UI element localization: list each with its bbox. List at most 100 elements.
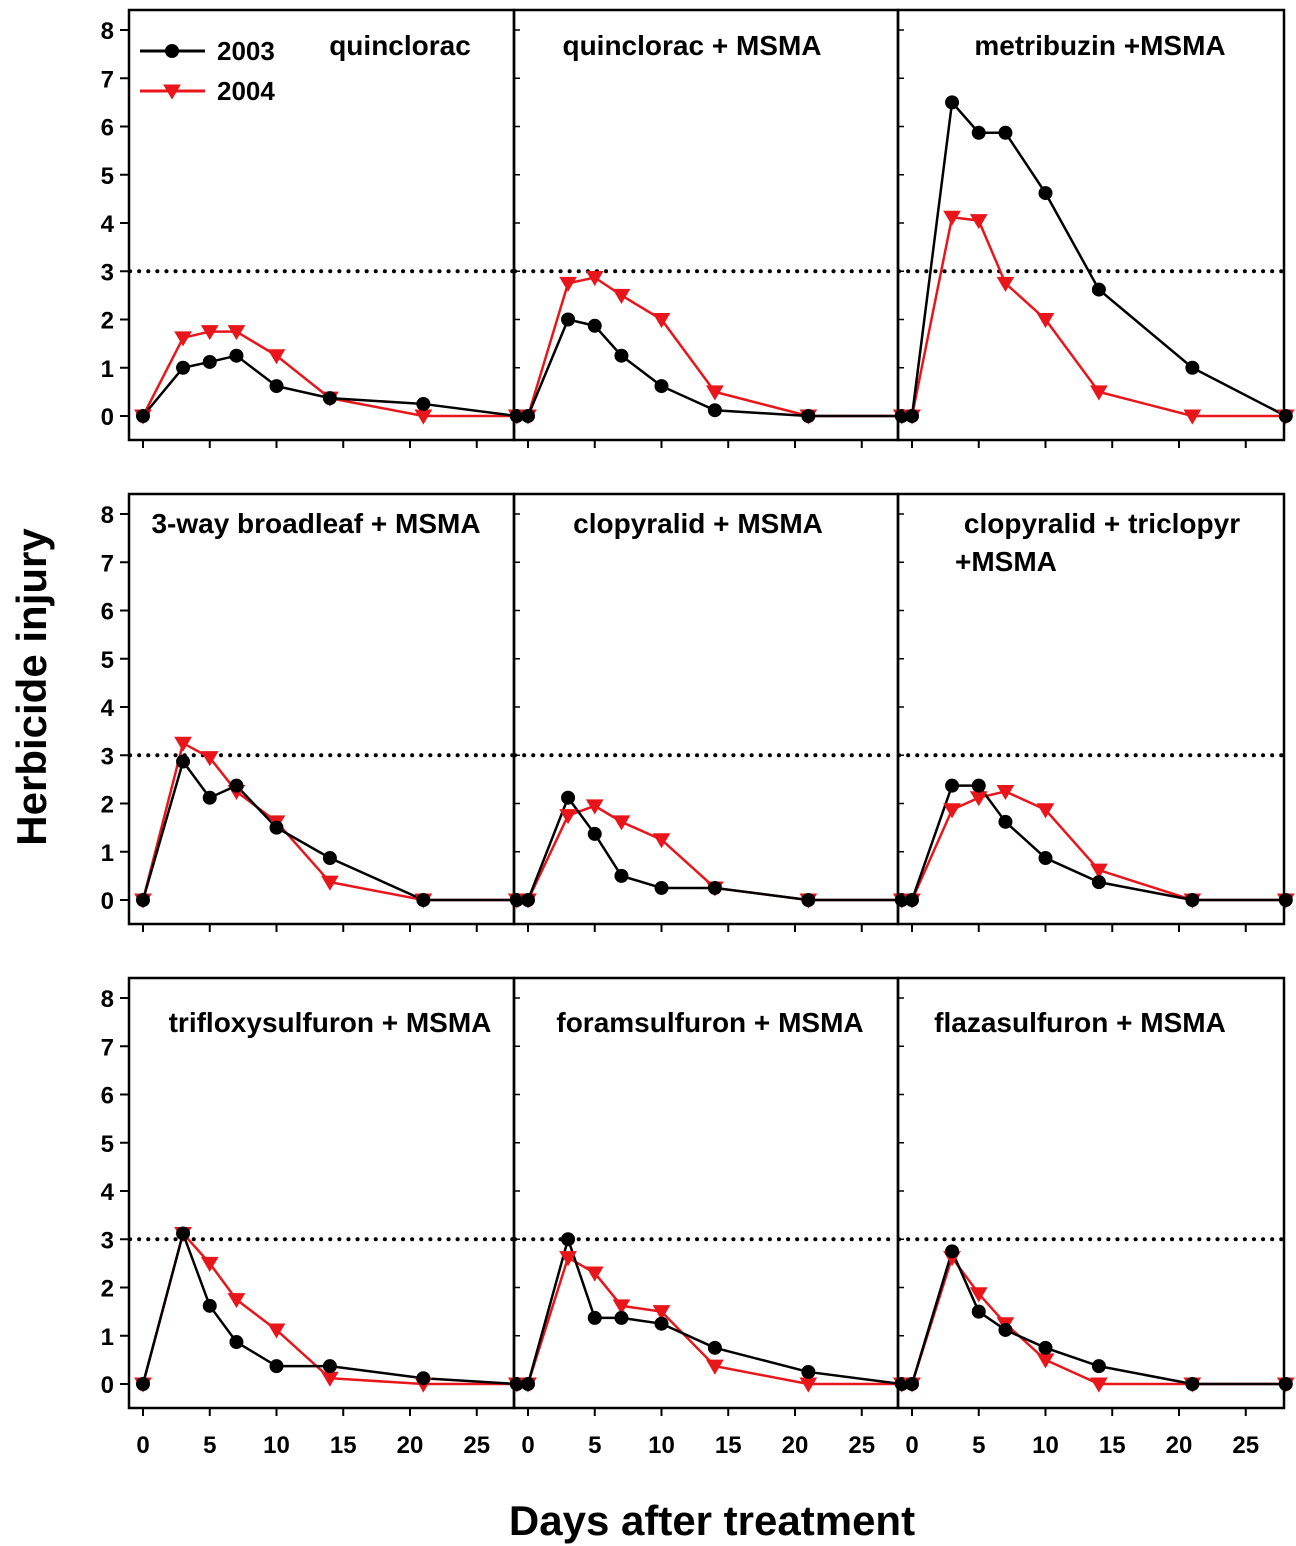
y-tick-label: 6: [101, 599, 114, 626]
data-point: [269, 1359, 284, 1374]
data-point: [1038, 1340, 1053, 1355]
panel-title: clopyralid + MSMA: [573, 508, 823, 539]
markers-2004: [134, 736, 526, 909]
data-point: [587, 318, 602, 333]
data-point: [267, 349, 286, 365]
data-point: [612, 288, 631, 304]
data-point: [998, 125, 1013, 140]
panel-6: clopyralid + triclopyr +MSMA: [896, 492, 1295, 932]
data-point: [321, 875, 339, 891]
y-tick-label: 2: [101, 308, 114, 335]
markers-2004: [519, 271, 911, 425]
panel-title: foramsulfuron + MSMA: [556, 1007, 863, 1038]
panel-title: flazasulfuron + MSMA: [934, 1007, 1226, 1038]
series-2003: [526, 795, 902, 902]
data-point: [614, 348, 629, 363]
markers-2003: [136, 1226, 524, 1391]
data-point: [322, 1359, 337, 1374]
y-tick-label: 0: [101, 888, 114, 915]
data-point: [136, 893, 150, 907]
series-line: [142, 354, 517, 418]
data-point: [654, 379, 669, 394]
x-axis-title: Days after treatment: [509, 1497, 915, 1544]
series-2003: [910, 1247, 1286, 1386]
x-tick-label: 10: [1032, 1432, 1059, 1459]
panel-5: clopyralid + MSMA: [512, 492, 911, 932]
data-point: [1090, 863, 1108, 879]
data-point: [905, 409, 919, 423]
y-tick-label: 3: [101, 259, 114, 286]
data-point: [945, 95, 960, 110]
series-2003: [526, 318, 902, 418]
data-point: [654, 1316, 669, 1331]
series-2003: [141, 758, 517, 902]
y-tick-label: 6: [101, 1083, 114, 1110]
data-point: [801, 893, 816, 907]
data-point: [706, 385, 724, 401]
data-point: [1185, 360, 1200, 375]
x-tick-label: 0: [905, 1432, 918, 1459]
data-point: [1038, 851, 1053, 866]
panel-1: 0 1 2 3 4 5 6 7 8 quinclorac: [101, 8, 526, 448]
series-line: [526, 795, 902, 902]
y-tick-label: 2: [101, 1276, 114, 1303]
data-point: [200, 751, 219, 767]
data-point: [654, 880, 669, 895]
data-point: [612, 1299, 631, 1315]
data-point: [1091, 875, 1106, 890]
series-line: [910, 1247, 1286, 1386]
series-line: [526, 318, 902, 418]
panel-9: 0 5 10 15 20 25 flazasulfuron + MSMA: [896, 976, 1295, 1459]
panel-frame: [896, 492, 1286, 926]
markers-2004: [903, 210, 1295, 425]
series-2003: [142, 354, 517, 418]
data-point: [1038, 186, 1053, 201]
series-2003: [141, 1229, 517, 1386]
panel-title: metribuzin +MSMA: [974, 30, 1225, 61]
data-point: [1036, 803, 1055, 819]
series-line: [526, 1255, 902, 1386]
panel-title: +MSMA: [955, 546, 1057, 577]
y-tick-label: 7: [101, 66, 114, 93]
y-tick-label: 8: [101, 502, 114, 529]
data-point: [1090, 385, 1108, 401]
data-point: [1036, 313, 1055, 329]
x-tick-label: 10: [648, 1432, 675, 1459]
panel-frame: [896, 976, 1286, 1410]
y-tick-label: 2: [101, 792, 114, 819]
data-point: [561, 1232, 576, 1247]
panel-title: clopyralid + triclopyr: [964, 508, 1240, 539]
series-line: [910, 99, 1287, 418]
markers-2003: [905, 95, 1293, 423]
data-point: [614, 1310, 629, 1325]
data-point: [1183, 409, 1202, 425]
panel-title: quinclorac: [329, 30, 471, 61]
data-point: [585, 799, 604, 815]
y-tick-label: 6: [101, 115, 114, 142]
data-point: [652, 313, 671, 329]
panel-title: quinclorac + MSMA: [562, 30, 821, 61]
panel-title: trifloxysulfuron + MSMA: [169, 1007, 492, 1038]
data-point: [612, 815, 631, 831]
data-point: [1036, 1353, 1055, 1369]
y-tick-label: 4: [101, 211, 115, 238]
y-axis-title: Herbicide injury: [8, 528, 55, 846]
x-tick-label: 5: [588, 1432, 601, 1459]
data-point: [971, 778, 986, 793]
data-point: [176, 754, 191, 769]
y-tick-label: 0: [101, 404, 114, 431]
data-point: [707, 403, 722, 418]
panel-frame: [127, 492, 516, 926]
data-point: [945, 1244, 960, 1259]
data-point: [559, 1251, 577, 1267]
panel-title: 3-way broadleaf + MSMA: [151, 508, 480, 539]
y-tick-label: 4: [101, 1179, 115, 1206]
data-point: [200, 1256, 219, 1272]
data-point: [521, 893, 535, 907]
data-point: [416, 396, 431, 411]
data-point: [1091, 282, 1106, 297]
markers-2003: [521, 1232, 909, 1391]
data-point: [174, 736, 192, 752]
y-tick-label: 0: [101, 1372, 114, 1399]
